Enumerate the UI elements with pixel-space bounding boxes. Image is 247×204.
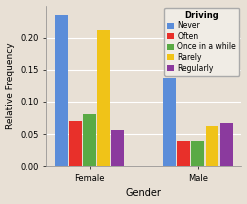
Bar <box>111 130 124 166</box>
Bar <box>163 78 176 166</box>
Bar <box>220 123 233 166</box>
Bar <box>206 126 219 166</box>
Bar <box>191 141 205 166</box>
Bar <box>177 141 190 166</box>
Bar <box>83 114 96 166</box>
Y-axis label: Relative Frequency: Relative Frequency <box>5 43 15 129</box>
Bar <box>55 15 68 166</box>
Bar <box>69 121 82 166</box>
Legend: Never, Often, Once in a while, Rarely, Regularly: Never, Often, Once in a while, Rarely, R… <box>164 8 239 76</box>
X-axis label: Gender: Gender <box>126 188 162 198</box>
Bar <box>97 30 110 166</box>
